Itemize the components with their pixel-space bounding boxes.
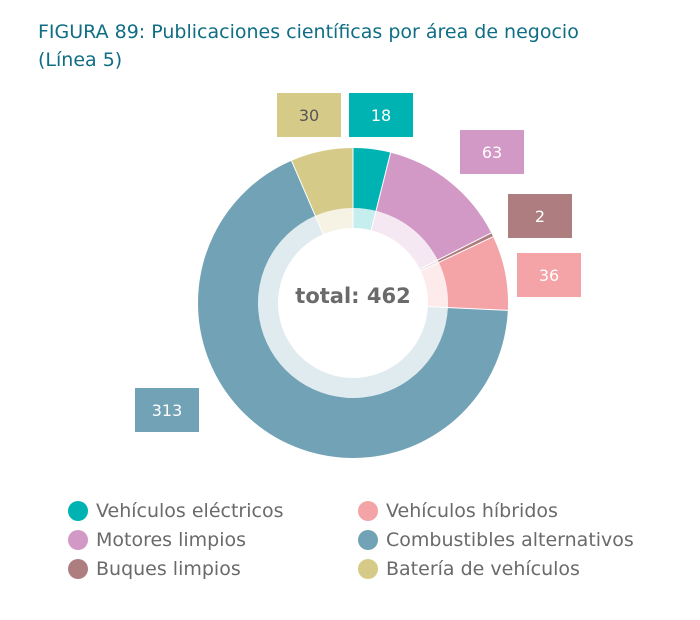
slice-separator bbox=[427, 306, 508, 311]
slice-inner-buques-limpios bbox=[419, 260, 439, 271]
slice-separator bbox=[291, 160, 324, 235]
slice-inner-bateria-de-vehiculos bbox=[315, 208, 353, 235]
slice-inner-vehiculos-electricos bbox=[353, 208, 377, 231]
value-label-motores-limpios: 63 bbox=[460, 130, 524, 174]
slice-separator bbox=[420, 236, 494, 272]
slice-separator bbox=[419, 232, 492, 270]
value-label-buques-limpios: 2 bbox=[508, 194, 572, 238]
slice-separator bbox=[370, 152, 392, 231]
slice-inner-motores-limpios bbox=[371, 210, 438, 270]
value-label-vehiculos-electricos: 18 bbox=[349, 93, 413, 137]
chart-title: FIGURA 89: Publicaciones científicas por… bbox=[38, 18, 678, 74]
total-label: total: 462 bbox=[295, 284, 411, 308]
value-label-combustibles-alternativos: 313 bbox=[135, 388, 199, 432]
slice-combustibles-alternativos bbox=[197, 160, 508, 458]
slice-bateria-de-vehiculos bbox=[291, 148, 353, 216]
slice-vehiculos-hibridos bbox=[438, 236, 508, 311]
slice-vehiculos-electricos bbox=[353, 148, 391, 211]
slice-motores-limpios bbox=[376, 152, 492, 261]
chart-title-line-1: FIGURA 89: Publicaciones científicas por… bbox=[38, 21, 579, 43]
value-label-vehiculos-hibridos: 36 bbox=[517, 253, 581, 297]
chart-title-line-2: (Línea 5) bbox=[38, 49, 123, 71]
slice-buques-limpios bbox=[437, 232, 494, 263]
slice-inner-vehiculos-hibridos bbox=[420, 262, 449, 308]
value-label-bateria-de-vehiculos: 30 bbox=[277, 93, 341, 137]
